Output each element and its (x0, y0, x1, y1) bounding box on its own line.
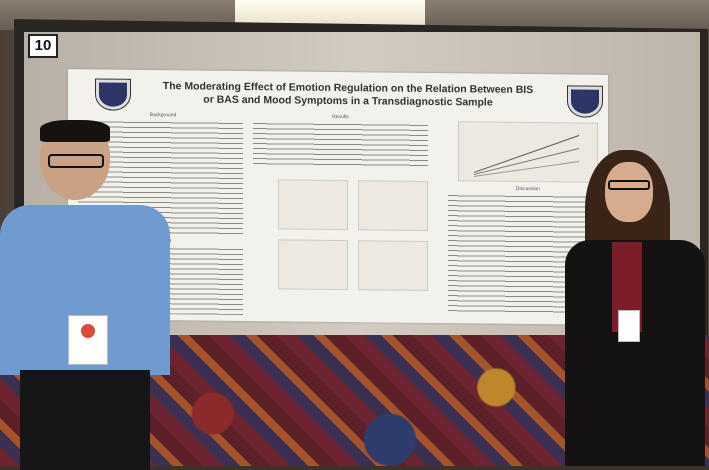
section-results: Results (332, 113, 349, 121)
presenter-man (0, 120, 175, 470)
glasses (608, 180, 650, 190)
figure-plot-3 (278, 239, 348, 291)
interaction-lines (473, 135, 580, 177)
figure-plot-4 (358, 240, 428, 291)
pants (20, 370, 150, 470)
figure-plot-1 (278, 179, 348, 231)
poster-title: The Moderating Effect of Emotion Regulat… (162, 80, 534, 109)
board-number: 10 (28, 34, 58, 58)
results-text (253, 121, 428, 168)
research-poster: The Moderating Effect of Emotion Regulat… (68, 69, 608, 325)
university-logo-right (568, 86, 602, 117)
figure-interaction-plot (458, 121, 598, 183)
name-badge (618, 310, 640, 342)
name-badge (68, 315, 108, 365)
figure-plot-2 (358, 180, 428, 231)
face (605, 162, 653, 222)
presenter-woman (560, 150, 709, 466)
hair (40, 120, 110, 142)
university-logo-left (96, 79, 130, 110)
glasses (48, 154, 104, 168)
section-background: Background (149, 112, 177, 119)
